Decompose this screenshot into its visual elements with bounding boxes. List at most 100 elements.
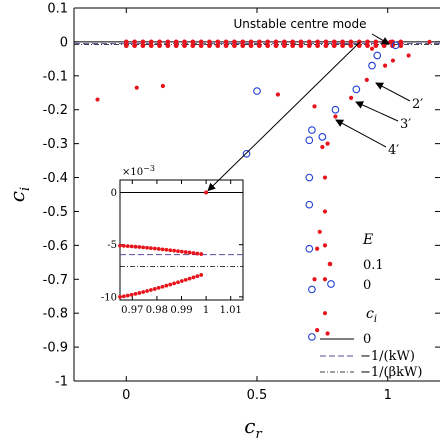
data-point-e01-band	[248, 43, 254, 49]
data-point-e01	[325, 331, 330, 336]
data-point-e01	[320, 144, 325, 150]
data-point-e01-band	[298, 39, 304, 45]
mode-arrow	[375, 82, 411, 102]
data-point-e01-band	[157, 43, 162, 49]
inset-data-point	[133, 244, 138, 249]
data-point-e01-band	[190, 39, 196, 45]
inset-y-tick-label: 0	[111, 188, 117, 199]
y-tick-label: -0.5	[43, 205, 68, 220]
data-point-e01-band	[140, 43, 146, 49]
data-point-e01	[275, 92, 281, 97]
data-point-e01	[95, 97, 100, 102]
inset-exponent-power: −3	[143, 164, 155, 173]
legend-label-e0: 0	[363, 278, 371, 293]
inset-data-point	[187, 250, 192, 255]
x-axis-label-subscript: r	[255, 427, 262, 442]
inset-data-point	[118, 243, 122, 248]
data-point-e01-band	[348, 43, 354, 49]
inset-data-point	[121, 294, 126, 299]
inset-isolated-point	[204, 190, 209, 195]
data-point-e01-band	[298, 43, 304, 49]
data-point-e01-band	[182, 39, 187, 45]
x-tick-label: 0.5	[247, 388, 268, 403]
inset-data-point	[183, 277, 188, 282]
data-point-e01-band	[240, 43, 246, 49]
data-point-e01	[317, 229, 322, 234]
data-point-e01	[369, 46, 375, 51]
inset-data-point	[172, 281, 177, 286]
data-point-e01	[315, 328, 320, 333]
data-point-e0	[253, 87, 261, 95]
data-point-e01-band	[340, 39, 345, 45]
inset-data-point	[183, 250, 188, 254]
inset-data-point	[172, 248, 177, 253]
data-point-e01-band	[398, 39, 404, 45]
data-point-e01	[349, 95, 354, 100]
data-point-e01	[333, 114, 338, 119]
mode-label: 2′	[412, 97, 423, 112]
data-point-e01-band	[240, 39, 246, 45]
data-point-e01-band	[190, 43, 196, 49]
data-point-e0	[308, 333, 316, 341]
data-point-e01-band	[265, 43, 271, 49]
data-point-e0	[331, 105, 340, 114]
mode-arrow	[355, 101, 399, 122]
y-tick-label: -1	[55, 375, 68, 390]
inset-plot-area: 0 -5 -10 0.97 0.98 0.99 1 1.01 ×10−3	[101, 164, 244, 316]
data-point-e01-band	[256, 43, 262, 49]
data-point-e01-band	[281, 43, 287, 49]
data-point-e01-band	[148, 43, 154, 49]
inset-data-point	[152, 287, 157, 291]
legend-title-ci-subscript: i	[374, 314, 377, 325]
data-point-e0	[368, 61, 376, 70]
inset-data-point	[149, 246, 153, 251]
mode-label: 4′	[388, 143, 399, 158]
data-point-e01-band	[381, 43, 387, 49]
data-point-e01	[134, 85, 139, 90]
data-point-e01-band	[373, 43, 379, 49]
data-point-e01	[312, 277, 317, 282]
data-point-e0	[391, 41, 400, 50]
data-point-e01-band	[273, 39, 279, 45]
data-point-e01-band	[365, 39, 370, 45]
data-point-e01-band	[281, 39, 287, 45]
inset-data-point	[199, 252, 204, 256]
data-point-e01-band	[331, 39, 337, 45]
inset-x-tick-label: 0.99	[170, 305, 192, 316]
data-point-e01-band	[265, 39, 271, 45]
unstable-centre-mode-label: Unstable centre mode	[233, 17, 366, 31]
data-point-e01-band	[123, 43, 129, 49]
data-point-e01	[325, 141, 330, 146]
inset-data-point	[133, 291, 138, 296]
y-tick-label: -0.6	[43, 239, 68, 254]
inset-pointer-arrow	[207, 41, 361, 192]
inset-data-point	[141, 245, 146, 250]
legend-title-e: E	[362, 232, 373, 248]
annotations: Unstable centre mode 2′3′4′	[207, 17, 423, 192]
inset-data-point	[164, 247, 169, 252]
inset-data-point	[191, 251, 196, 255]
data-point-e01-band	[315, 43, 321, 49]
inset-exponent-label: ×10−3	[122, 164, 155, 178]
inset-data-point	[191, 275, 196, 280]
inset-data-point	[168, 248, 173, 253]
data-point-e01-band	[315, 39, 321, 45]
data-point-e0	[305, 244, 314, 253]
inset-data-point	[145, 245, 149, 250]
data-point-e01-band	[207, 39, 212, 45]
data-point-e01-band	[248, 39, 254, 45]
data-point-e01-band	[223, 43, 229, 49]
inset-data-point	[125, 244, 130, 249]
y-tick-label: -0.4	[43, 171, 68, 186]
unstable-mode-arrow	[371, 33, 390, 45]
inset-data-point	[149, 288, 153, 292]
data-point-e01	[160, 83, 165, 89]
inset-data-point	[179, 279, 184, 283]
data-point-e01-band	[215, 39, 221, 45]
data-point-e01	[322, 209, 328, 214]
legend-title-ci: ci	[366, 306, 377, 325]
data-point-e01-band	[123, 39, 129, 45]
inset-x-tick-label: 1	[203, 305, 209, 316]
y-tick-label: -0.8	[43, 307, 68, 322]
inset-data-point	[121, 243, 126, 248]
